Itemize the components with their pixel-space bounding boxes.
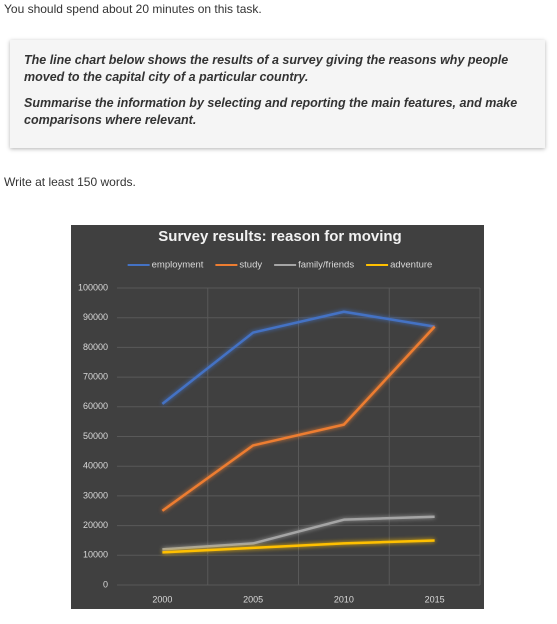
- task-paragraph: The line chart below shows the results o…: [24, 53, 509, 84]
- chart-title: Survey results: reason for moving: [158, 228, 401, 245]
- legend-label: study: [239, 260, 262, 271]
- y-tick-label: 20000: [83, 520, 108, 530]
- instruction: You should spend about 20 minutes on thi…: [4, 2, 262, 16]
- task-paragraph: Summarise the information by selecting a…: [24, 96, 518, 127]
- x-tick-label: 2000: [152, 594, 172, 604]
- data-line: [162, 539, 435, 554]
- x-tick-label: 2010: [334, 594, 354, 604]
- data-line: [162, 515, 435, 551]
- y-tick-label: 60000: [83, 401, 108, 411]
- y-tick-label: 10000: [83, 550, 108, 560]
- data-line: [161, 325, 436, 512]
- x-tick-label: 2015: [425, 594, 445, 604]
- y-tick-label: 70000: [83, 371, 108, 381]
- y-tick-label: 80000: [83, 342, 108, 352]
- y-tick-label: 50000: [83, 431, 108, 441]
- word-count-instruction: Write at least 150 words.: [4, 175, 136, 189]
- y-tick-label: 0: [103, 579, 108, 589]
- legend-label: adventure: [390, 260, 432, 271]
- y-tick-label: 90000: [83, 312, 108, 322]
- task-box: The line chart below shows the results o…: [10, 40, 545, 148]
- chart: Survey results: reason for moving 0 10000…: [71, 225, 484, 609]
- x-tick-label: 2005: [243, 594, 263, 604]
- y-tick-label: 100000: [78, 282, 108, 292]
- y-tick-label: 40000: [83, 461, 108, 471]
- y-tick-label: 30000: [83, 490, 108, 500]
- data-line: [161, 310, 435, 405]
- legend-label: family/friends: [298, 260, 354, 271]
- legend-label: employment: [152, 260, 204, 271]
- chart-background: [71, 225, 484, 609]
